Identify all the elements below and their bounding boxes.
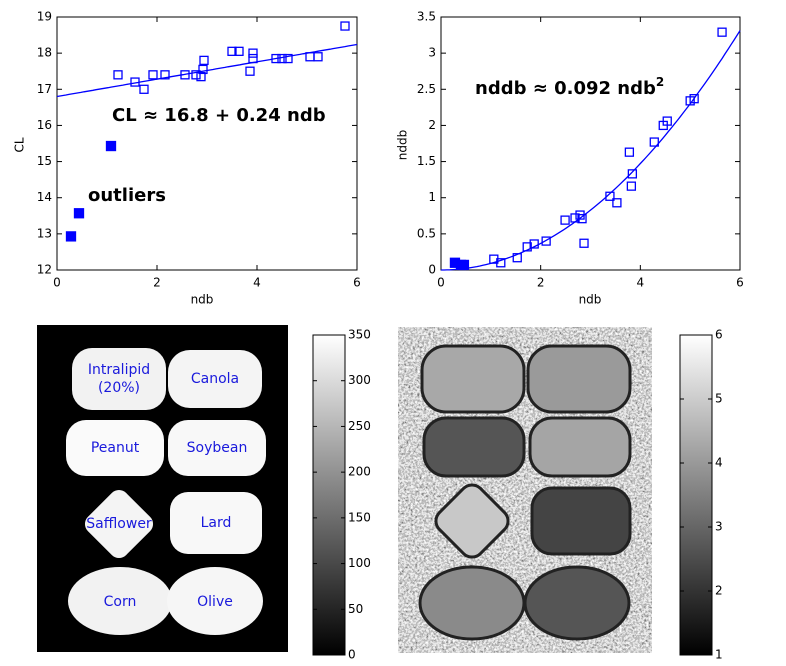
annotation: nddb ≈ 0.092 ndb2	[475, 75, 664, 100]
y-tick-label: 16	[37, 118, 52, 132]
colorbar-tick-label: 150	[348, 510, 371, 524]
vial-label: Canola	[191, 371, 239, 387]
x-tick-label: 6	[353, 276, 361, 290]
colorbar-tick-label: 3	[715, 520, 723, 534]
vial-label: Intralipid	[88, 362, 150, 378]
plot-frame	[57, 17, 357, 270]
annotation: outliers	[88, 185, 166, 206]
ratio-image	[398, 327, 652, 653]
annotation-text: nddb ≈ 0.092 ndb	[475, 78, 656, 99]
figure: Intralipid (20%) Canola Peanut Soybean Safflo…	[0, 0, 786, 666]
y-tick-label: 15	[37, 154, 52, 168]
annotation-text: CL ≈ 16.8 + 0.24 ndb	[112, 105, 326, 126]
x-axis-label: ndb	[579, 293, 602, 307]
colorbar-tick-label: 100	[348, 556, 371, 570]
colorbar-tick-label: 0	[348, 648, 356, 662]
x-tick-label: 0	[53, 276, 61, 290]
colorbar-tick-label: 350	[348, 328, 371, 342]
y-tick-label: 18	[37, 46, 52, 60]
y-tick-label: 3.5	[417, 10, 436, 24]
y-tick-label: 0	[428, 263, 436, 277]
colorbar-tick-label: 4	[715, 456, 723, 470]
colorbar-tick-label: 2	[715, 584, 723, 598]
y-tick-label: 2	[428, 118, 436, 132]
vial-label: Soybean	[187, 440, 248, 456]
data-point	[67, 232, 76, 241]
x-tick-label: 0	[437, 276, 445, 290]
colorbar	[680, 335, 712, 655]
annotation-text: outliers	[88, 185, 166, 206]
plot-frame	[441, 17, 740, 270]
x-tick-label: 6	[736, 276, 744, 290]
data-point	[75, 209, 84, 218]
colorbar-tick-label: 5	[715, 392, 723, 406]
vial-label: Olive	[197, 594, 233, 610]
vial-label: Safflower	[86, 516, 152, 532]
colorbar-tick-label: 250	[348, 419, 371, 433]
x-tick-label: 4	[253, 276, 261, 290]
x-tick-label: 4	[637, 276, 645, 290]
x-axis-label: ndb	[191, 293, 214, 307]
vial-label: Corn	[104, 594, 137, 610]
y-axis-label: CL	[13, 137, 27, 152]
y-tick-label: 1.5	[417, 154, 436, 168]
colorbar-tick-label: 6	[715, 328, 723, 342]
annotation-superscript: 2	[656, 75, 664, 89]
x-tick-label: 2	[537, 276, 545, 290]
vial-label: Lard	[201, 515, 232, 531]
y-tick-label: 13	[37, 226, 52, 240]
y-tick-label: 19	[37, 10, 52, 24]
y-axis-label: nddb	[396, 130, 410, 160]
colorbar-tick-label: 1	[715, 648, 723, 662]
vial-label: Peanut	[91, 440, 140, 456]
y-tick-label: 1	[428, 190, 436, 204]
vial-label: (20%)	[98, 380, 140, 396]
y-tick-label: 0.5	[417, 226, 436, 240]
colorbar-tick-label: 200	[348, 465, 371, 479]
colorbar-tick-label: 300	[348, 373, 371, 387]
y-tick-label: 2.5	[417, 82, 436, 96]
y-tick-label: 3	[428, 46, 436, 60]
y-tick-label: 12	[37, 263, 52, 277]
y-tick-label: 14	[37, 190, 52, 204]
data-point	[107, 142, 116, 151]
y-tick-label: 17	[37, 82, 52, 96]
colorbar-tick-label: 50	[348, 602, 363, 616]
x-tick-label: 2	[153, 276, 161, 290]
fat-image	[37, 325, 288, 652]
colorbar	[313, 335, 345, 655]
annotation: CL ≈ 16.8 + 0.24 ndb	[112, 105, 326, 126]
data-point	[459, 260, 468, 269]
